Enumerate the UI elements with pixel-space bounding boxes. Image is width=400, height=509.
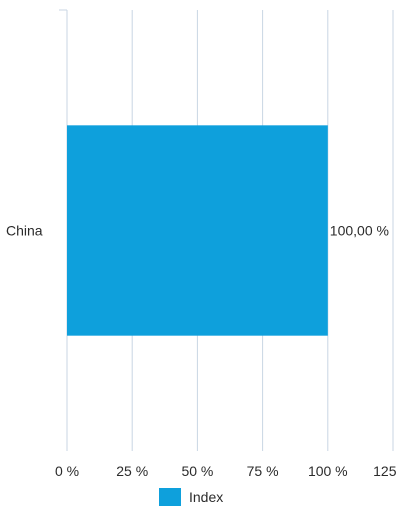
x-tick-label: 25 % <box>116 463 148 479</box>
legend-swatch-index <box>159 488 181 506</box>
category-label: China <box>6 223 43 239</box>
category-labels: China <box>6 223 43 239</box>
data-labels: 100,00 % <box>330 223 389 239</box>
bar <box>67 125 328 336</box>
bars <box>67 125 328 336</box>
x-tick-label: 50 % <box>181 463 213 479</box>
legend: Index <box>159 488 223 506</box>
legend-label-index: Index <box>189 489 223 505</box>
x-axis-tick-labels: 0 % 25 % 50 % 75 % 100 % 125 % <box>55 463 400 479</box>
x-tick-label: 0 % <box>55 463 79 479</box>
x-tick-label: 75 % <box>247 463 279 479</box>
x-tick-label: 125 % <box>373 463 400 479</box>
x-tick-label: 100 % <box>308 463 348 479</box>
data-label: 100,00 % <box>330 223 389 239</box>
